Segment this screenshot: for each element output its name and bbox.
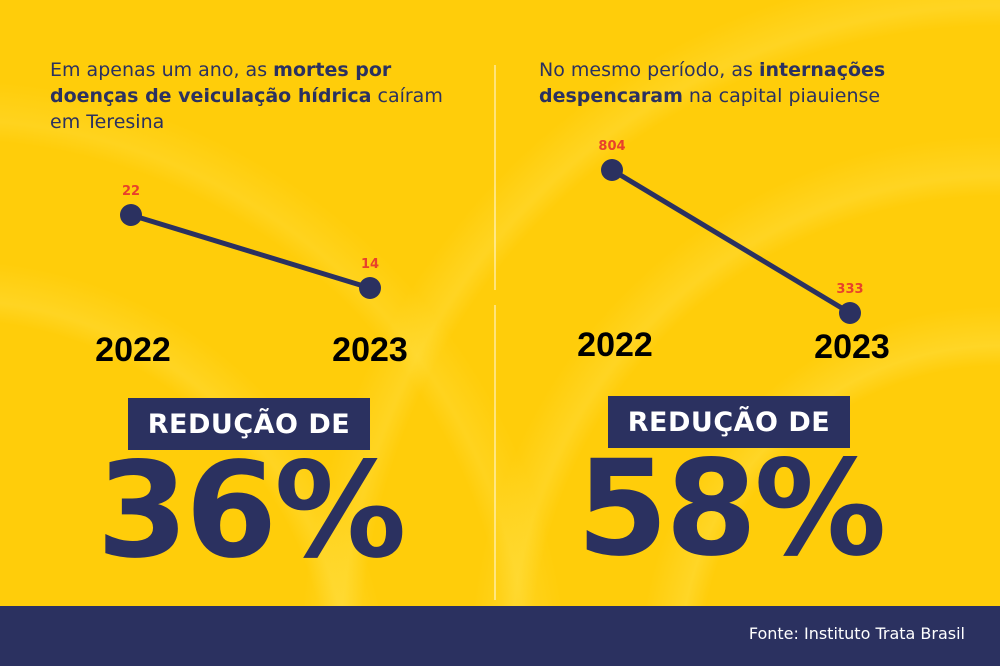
data-point <box>601 159 623 181</box>
source-text: Fonte: Instituto Trata Brasil <box>748 624 965 643</box>
footer: Fonte: Instituto Trata Brasil <box>0 606 1000 666</box>
divider <box>494 305 496 600</box>
right-year-2022: 2022 <box>577 326 653 364</box>
divider <box>494 65 496 290</box>
data-point <box>120 204 142 226</box>
data-label: 22 <box>122 184 140 199</box>
line-charts: 22 14 804 333 <box>120 139 864 324</box>
left-year-2023: 2023 <box>332 331 408 369</box>
data-label: 14 <box>361 257 379 272</box>
right-year-2023: 2023 <box>814 328 890 366</box>
right-intro-text: No mesmo período, as internações despenc… <box>539 59 886 107</box>
series-line <box>130 212 371 291</box>
right-reduction-badge: REDUÇÃO DE <box>608 396 850 448</box>
data-label: 804 <box>598 139 625 154</box>
left-reduction-badge: REDUÇÃO DE <box>128 398 370 450</box>
left-year-2022: 2022 <box>95 331 171 369</box>
data-label: 333 <box>836 282 863 297</box>
right-reduction-value: 58% <box>576 432 887 586</box>
data-point <box>839 302 861 324</box>
series-line <box>610 167 852 316</box>
data-point <box>359 277 381 299</box>
left-intro-text: Em apenas um ano, as mortes por doenças … <box>50 59 443 133</box>
left-reduction-value: 36% <box>96 434 407 588</box>
